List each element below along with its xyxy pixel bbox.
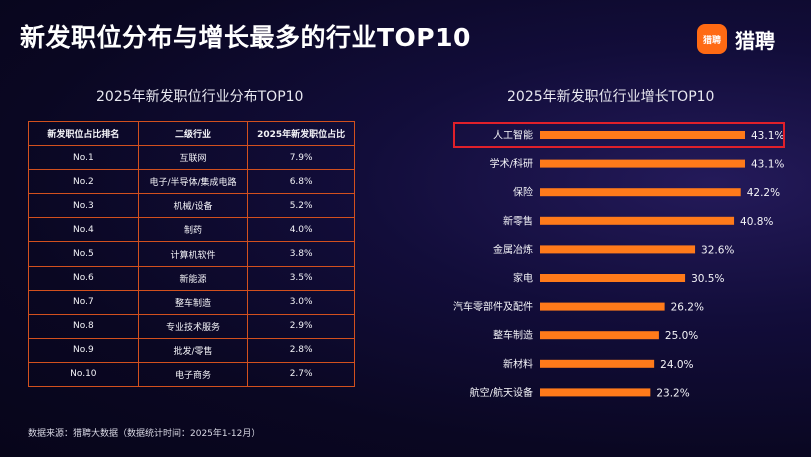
rank-cell: No.6 bbox=[28, 265, 139, 291]
table-body: No.1 互联网 7.9% No.2 电子/半导体/集成电路 6.8% No.3 机械/设备 5… bbox=[28, 145, 355, 388]
rank-cell: No.2 bbox=[28, 169, 139, 195]
table-row: No.1 互联网 7.9% bbox=[28, 145, 355, 171]
industry-cell: 新能源 bbox=[137, 265, 249, 291]
category-label: 新零售 bbox=[503, 214, 533, 227]
rank-cell: No.4 bbox=[28, 217, 139, 243]
table-row: No.9 批发/零售 2.8% bbox=[28, 337, 355, 363]
rank-cell: No.8 bbox=[28, 313, 139, 339]
rank-cell: No.5 bbox=[28, 241, 139, 267]
bar-row: 人工智能 43.1% bbox=[453, 122, 785, 148]
table-row: No.6 新能源 3.5% bbox=[28, 265, 355, 291]
bar bbox=[540, 331, 659, 340]
value-label: 42.2% bbox=[747, 187, 780, 199]
bar-row: 航空/航天设备 23.2% bbox=[470, 386, 690, 400]
value-label: 23.2% bbox=[656, 387, 689, 399]
table-header-share: 2025年新发职位占比 bbox=[247, 120, 355, 147]
category-label: 家电 bbox=[513, 272, 533, 285]
value-label: 26.2% bbox=[671, 302, 704, 314]
value-label: 43.1% bbox=[751, 159, 784, 171]
rank-cell: No.1 bbox=[28, 145, 139, 171]
bar bbox=[540, 131, 745, 139]
left-panel-title: 2025年新发职位行业分布TOP10 bbox=[96, 89, 304, 105]
bar bbox=[540, 159, 745, 168]
logo-text: 猎聘 bbox=[735, 28, 775, 53]
share-cell: 7.9% bbox=[247, 145, 355, 171]
category-label: 航空/航天设备 bbox=[470, 386, 533, 399]
share-cell: 2.8% bbox=[247, 337, 355, 363]
page-title: 新发职位分布与增长最多的行业TOP10 bbox=[20, 23, 471, 52]
right-panel-title: 2025年新发职位行业增长TOP10 bbox=[507, 89, 715, 105]
share-cell: 5.2% bbox=[247, 193, 355, 219]
share-cell: 4.0% bbox=[247, 217, 355, 243]
bar bbox=[540, 274, 686, 282]
share-cell: 3.8% bbox=[247, 241, 355, 267]
table-row: No.8 专业技术服务 2.9% bbox=[28, 313, 355, 339]
growth-bar-chart: 人工智能 43.1% 学术/科研 43.1% 保险 42.2% 新零售 40.8% 金属冶炼 32… bbox=[453, 122, 785, 400]
industry-cell: 电子商务 bbox=[137, 361, 249, 388]
industry-cell: 批发/零售 bbox=[137, 337, 249, 363]
category-label: 整车制造 bbox=[493, 329, 533, 342]
data-source-note: 数据来源：猎聘大数据（数据统计时间：2025年1-12月） bbox=[28, 429, 261, 439]
industry-cell: 机械/设备 bbox=[137, 193, 249, 219]
bar-row: 汽车零部件及配件 26.2% bbox=[453, 300, 704, 314]
highlight-box bbox=[453, 122, 785, 148]
category-label: 汽车零部件及配件 bbox=[453, 300, 533, 313]
share-cell: 3.0% bbox=[247, 289, 355, 315]
brand-logo: 猎聘 猎聘 bbox=[697, 24, 775, 54]
rank-cell: No.3 bbox=[28, 193, 139, 219]
share-cell: 2.9% bbox=[247, 313, 355, 339]
value-label: 43.1% bbox=[751, 130, 784, 142]
share-cell: 6.8% bbox=[247, 169, 355, 195]
share-cell: 3.5% bbox=[247, 265, 355, 291]
bar bbox=[540, 216, 735, 225]
rank-cell: No.10 bbox=[28, 361, 139, 388]
bar bbox=[540, 302, 665, 311]
rank-cell: No.9 bbox=[28, 337, 139, 363]
table-header-rank: 新发职位占比排名 bbox=[28, 120, 139, 147]
bar-row: 整车制造 25.0% bbox=[493, 329, 698, 343]
category-label: 新材料 bbox=[503, 357, 533, 370]
industry-cell: 整车制造 bbox=[137, 289, 249, 315]
bar bbox=[540, 359, 655, 368]
value-label: 32.6% bbox=[701, 244, 734, 256]
table-row: No.10 电子商务 2.7% bbox=[28, 361, 355, 388]
industry-cell: 制药 bbox=[137, 217, 249, 243]
industry-cell: 电子/半导体/集成电路 bbox=[137, 169, 249, 195]
table-row: No.3 机械/设备 5.2% bbox=[28, 193, 355, 219]
bar-row: 新零售 40.8% bbox=[503, 214, 773, 228]
logo-icon: 猎聘 bbox=[697, 24, 727, 54]
category-label: 学术/科研 bbox=[490, 157, 533, 170]
bar-row: 金属冶炼 32.6% bbox=[493, 243, 734, 257]
category-label: 保险 bbox=[513, 186, 533, 199]
value-label: 40.8% bbox=[740, 216, 773, 228]
table-header-row: 新发职位占比排名 二级行业 2025年新发职位占比 bbox=[28, 120, 355, 147]
rank-cell: No.7 bbox=[28, 289, 139, 315]
table-row: No.4 制药 4.0% bbox=[28, 217, 355, 243]
table-header-industry: 二级行业 bbox=[137, 120, 249, 147]
value-label: 30.5% bbox=[691, 273, 724, 285]
category-label: 金属冶炼 bbox=[493, 243, 533, 256]
bar bbox=[540, 188, 741, 197]
bar bbox=[540, 388, 651, 397]
category-label: 人工智能 bbox=[493, 129, 533, 142]
value-label: 25.0% bbox=[665, 330, 698, 342]
table-row: No.5 计算机软件 3.8% bbox=[28, 241, 355, 267]
bar-row: 家电 30.5% bbox=[513, 272, 724, 286]
bar-row: 新材料 24.0% bbox=[503, 357, 694, 371]
industry-cell: 计算机软件 bbox=[137, 241, 249, 267]
table-row: No.2 电子/半导体/集成电路 6.8% bbox=[28, 169, 355, 195]
industry-distribution-table: 新发职位占比排名 二级行业 2025年新发职位占比 No.1 互联网 7.9% No.… bbox=[28, 120, 355, 388]
share-cell: 2.7% bbox=[247, 361, 355, 388]
industry-cell: 专业技术服务 bbox=[137, 313, 249, 339]
industry-cell: 互联网 bbox=[137, 145, 249, 171]
bar-row: 保险 42.2% bbox=[513, 186, 780, 200]
table-row: No.7 整车制造 3.0% bbox=[28, 289, 355, 315]
bar bbox=[540, 245, 696, 254]
bar-row: 学术/科研 43.1% bbox=[490, 157, 785, 171]
value-label: 24.0% bbox=[660, 359, 693, 371]
